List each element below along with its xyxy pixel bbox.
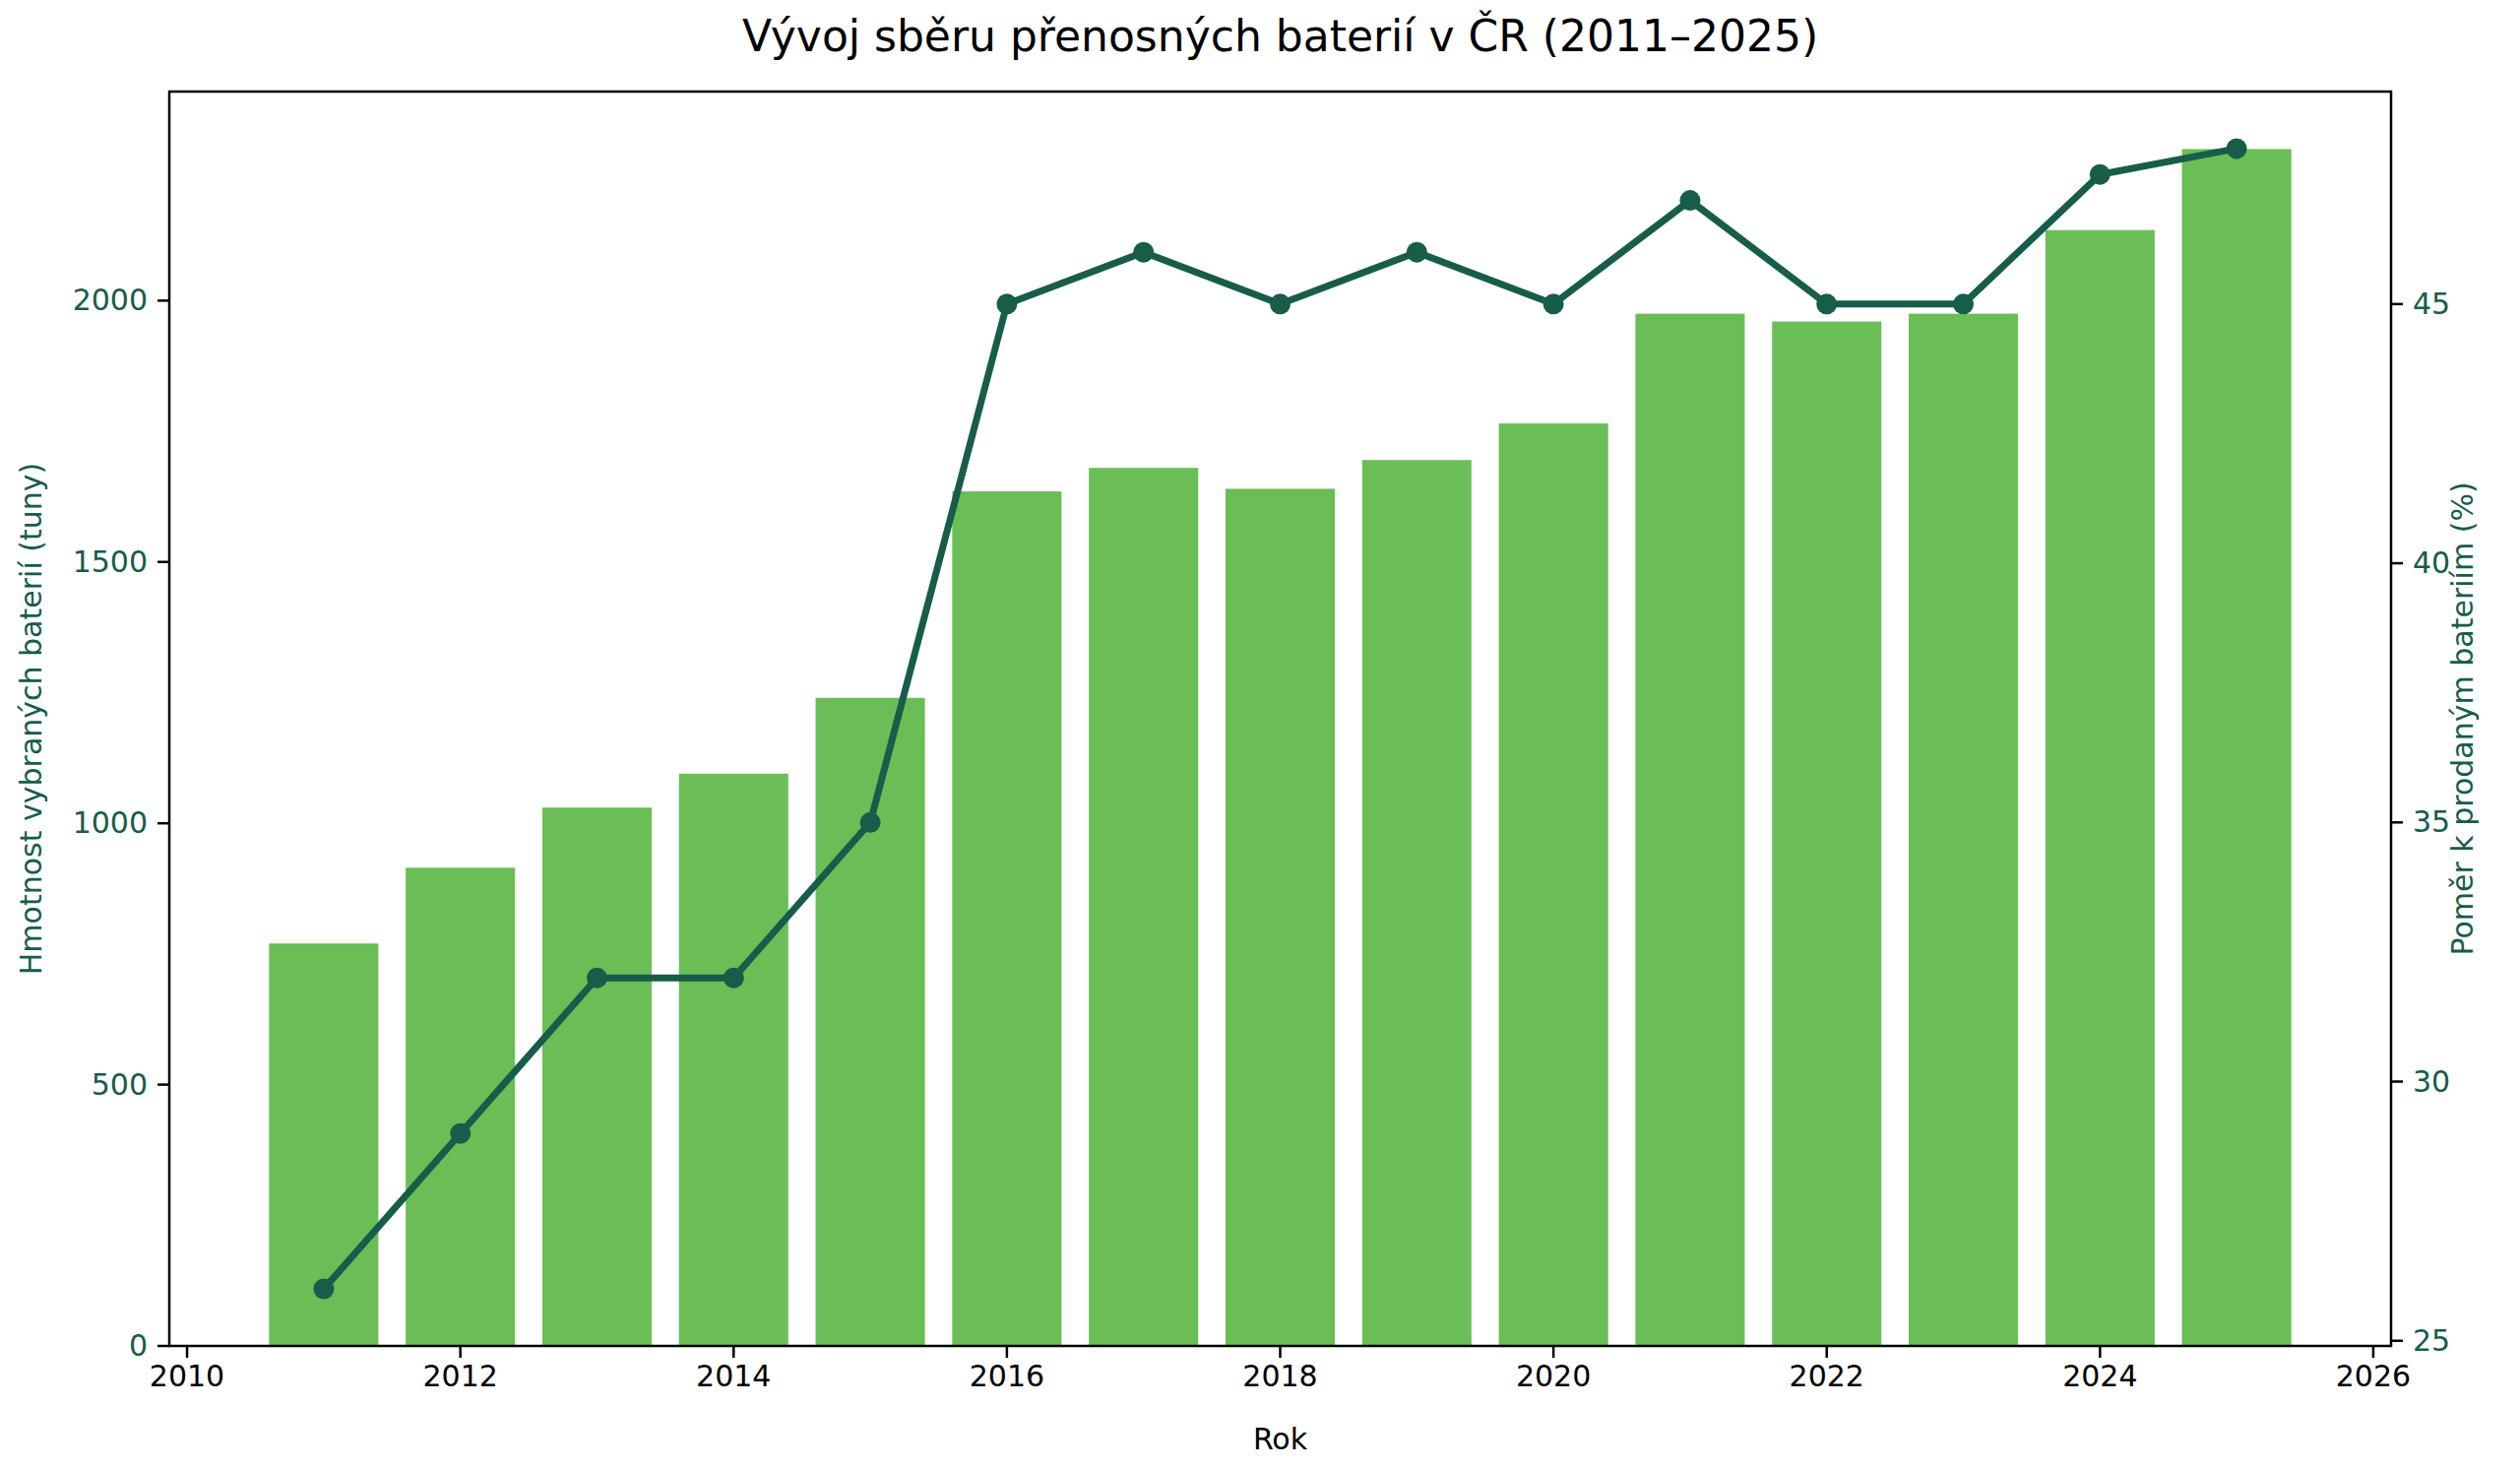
- line-point-2020: [1544, 293, 1564, 314]
- bar-2021: [1635, 314, 1744, 1346]
- x-tick-label-2014: 2014: [696, 1359, 771, 1393]
- line-point-2011: [313, 1279, 334, 1300]
- bar-2025: [2182, 149, 2292, 1346]
- y-right-tick-label-25: 25: [2413, 1323, 2450, 1358]
- y-left-tick-label-1500: 1500: [73, 544, 148, 579]
- bar-2019: [1362, 460, 1472, 1346]
- line-point-2014: [724, 968, 744, 989]
- line-point-2021: [1679, 190, 1700, 211]
- line-point-2018: [1270, 293, 1291, 314]
- line-point-2022: [1816, 293, 1837, 314]
- x-tick-label-2022: 2022: [1790, 1359, 1864, 1393]
- x-tick-label-2016: 2016: [970, 1359, 1044, 1393]
- bar-2014: [679, 774, 788, 1346]
- bar-2013: [542, 807, 652, 1346]
- line-point-2023: [1953, 293, 1974, 314]
- bar-2022: [1772, 322, 1881, 1346]
- y-left-tick-label-1000: 1000: [73, 805, 148, 840]
- bar-2016: [952, 491, 1061, 1346]
- x-tick-label-2026: 2026: [2336, 1359, 2411, 1393]
- line-point-2016: [996, 293, 1017, 314]
- y-left-axis-label: Hmotnost vybraných baterií (tuny): [14, 463, 48, 975]
- line-point-2015: [860, 812, 881, 833]
- y-right-axis-label: Poměr k prodaným bateriím (%): [2445, 481, 2480, 955]
- y-right-tick-label-45: 45: [2413, 287, 2450, 321]
- bar-2015: [816, 698, 925, 1346]
- y-right-tick-label-30: 30: [2413, 1064, 2450, 1099]
- x-tick-label-2010: 2010: [150, 1359, 224, 1393]
- line-point-2024: [2090, 164, 2110, 185]
- bar-2017: [1089, 468, 1198, 1346]
- y-left-tick-label-0: 0: [129, 1328, 148, 1363]
- battery-collection-combo-chart: 2010 2012 2014 2016 2018 2020 2022 2024 2026 0 500…: [0, 0, 2520, 1470]
- bar-2018: [1226, 488, 1335, 1346]
- line-point-2025: [2227, 138, 2247, 159]
- x-tick-label-2020: 2020: [1516, 1359, 1591, 1393]
- bar-2020: [1499, 423, 1608, 1346]
- y-left-tick-label-500: 500: [92, 1067, 148, 1102]
- y-left-tick-label-2000: 2000: [73, 283, 148, 317]
- x-tick-label-2024: 2024: [2062, 1359, 2137, 1393]
- x-axis-label: Rok: [1253, 1422, 1308, 1456]
- bar-2012: [406, 867, 515, 1346]
- x-tick-label-2012: 2012: [422, 1359, 497, 1393]
- bar-2024: [2046, 230, 2155, 1346]
- chart-title: Vývoj sběru přenosných baterií v ČR (201…: [742, 10, 1818, 61]
- line-point-2017: [1133, 242, 1154, 263]
- chart-figure: 2010 2012 2014 2016 2018 2020 2022 2024 2026 0 500…: [0, 0, 2520, 1470]
- line-point-2012: [450, 1123, 471, 1144]
- line-point-2013: [587, 968, 607, 989]
- bar-2023: [1909, 314, 2018, 1346]
- x-tick-label-2018: 2018: [1242, 1359, 1317, 1393]
- line-point-2019: [1407, 242, 1427, 263]
